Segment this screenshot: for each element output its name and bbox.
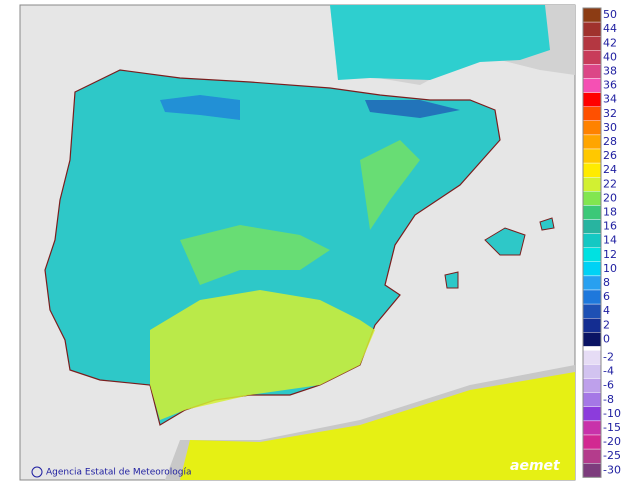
map: Agencia Estatal de Meteorología aemet <box>19 4 576 481</box>
cold-north <box>160 95 240 120</box>
legend-label: -30 <box>603 463 621 476</box>
legend-label: 2 <box>603 318 610 331</box>
legend-swatch <box>582 148 602 164</box>
france-data <box>330 5 550 80</box>
legend-label: 16 <box>603 220 617 233</box>
legend-swatch <box>582 21 602 37</box>
legend-label: 24 <box>603 163 617 176</box>
legend-label: 20 <box>603 191 617 204</box>
legend-label: 6 <box>603 290 610 303</box>
legend-label: 42 <box>603 36 617 49</box>
africa-data <box>180 372 575 480</box>
credit: Agencia Estatal de Meteorología <box>46 468 192 478</box>
legend-swatch <box>582 219 602 234</box>
legend-swatch <box>582 64 602 79</box>
legend-label: 12 <box>603 248 617 261</box>
legend-swatch <box>582 134 602 150</box>
legend-label: 8 <box>603 276 610 289</box>
legend-label: -10 <box>603 407 621 420</box>
logo: aemet <box>510 458 561 474</box>
legend-swatch <box>582 448 602 464</box>
warm-south <box>150 290 375 420</box>
ibiza <box>444 271 459 289</box>
warm-east <box>360 140 420 230</box>
legend-swatch <box>582 36 602 51</box>
copyright-icon <box>31 466 43 478</box>
legend-label: -6 <box>603 379 614 392</box>
legend-label: 10 <box>603 262 617 275</box>
legend-swatch <box>582 92 602 107</box>
legend-swatch <box>582 50 602 65</box>
legend-swatch <box>582 364 602 379</box>
legend-swatch <box>582 318 602 333</box>
legend-label: 14 <box>603 234 617 247</box>
legend-label: 0 <box>603 332 610 345</box>
legend-swatch <box>582 289 602 305</box>
legend-label: -15 <box>603 421 621 434</box>
legend-label: 30 <box>603 121 617 134</box>
legend-swatch <box>582 120 602 136</box>
legend-swatch <box>582 261 602 277</box>
legend-label: 44 <box>603 22 617 35</box>
legend-label: 40 <box>603 50 617 63</box>
legend-frame <box>582 7 602 478</box>
legend-swatch <box>582 303 602 319</box>
legend-swatch <box>582 176 602 192</box>
legend-swatch <box>582 275 602 291</box>
legend-label: 38 <box>603 64 617 77</box>
legend-swatch <box>582 247 602 262</box>
warm-center <box>180 225 330 285</box>
legend-swatch <box>582 78 602 93</box>
mallorca <box>484 227 526 256</box>
legend-swatch <box>582 106 602 121</box>
legend-label: 22 <box>603 177 617 190</box>
legend: 5044424038363432302826242220181614121086… <box>582 7 621 478</box>
legend-swatch <box>582 205 602 220</box>
legend-label: 26 <box>603 149 617 162</box>
cold-pyrenees <box>365 100 460 118</box>
legend-swatch <box>582 420 602 436</box>
legend-swatch <box>582 378 602 393</box>
legend-label: -8 <box>603 393 614 406</box>
legend-swatch <box>582 350 602 365</box>
legend-swatch <box>582 463 602 478</box>
legend-label: -25 <box>603 449 621 462</box>
legend-swatch <box>582 162 602 178</box>
menorca <box>539 217 555 231</box>
legend-label: 34 <box>603 93 617 106</box>
legend-label: 36 <box>603 79 617 92</box>
legend-label: -4 <box>603 365 614 378</box>
legend-label: 4 <box>603 304 610 317</box>
legend-swatch <box>582 392 602 408</box>
legend-swatch <box>582 332 602 347</box>
legend-swatch <box>582 233 602 248</box>
legend-label: 50 <box>603 8 617 21</box>
legend-swatch <box>582 191 602 206</box>
legend-swatch <box>582 406 602 422</box>
legend-label: -2 <box>603 350 614 363</box>
legend-swatch <box>582 7 602 23</box>
legend-swatch <box>582 434 602 450</box>
legend-label: -20 <box>603 435 621 448</box>
legend-label: 18 <box>603 205 617 218</box>
legend-label: 28 <box>603 135 617 148</box>
legend-label: 32 <box>603 107 617 120</box>
